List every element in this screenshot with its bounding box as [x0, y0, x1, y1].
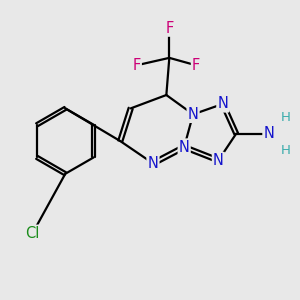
Text: N: N	[179, 140, 190, 154]
Text: H: H	[280, 111, 290, 124]
Text: N: N	[188, 107, 199, 122]
Text: F: F	[192, 58, 200, 73]
Text: F: F	[165, 21, 173, 36]
Text: F: F	[133, 58, 141, 73]
Text: H: H	[280, 143, 290, 157]
Text: Cl: Cl	[26, 226, 40, 241]
Text: N: N	[148, 156, 158, 171]
Text: N: N	[218, 96, 228, 111]
Text: N: N	[213, 153, 224, 168]
Text: N: N	[263, 126, 274, 141]
